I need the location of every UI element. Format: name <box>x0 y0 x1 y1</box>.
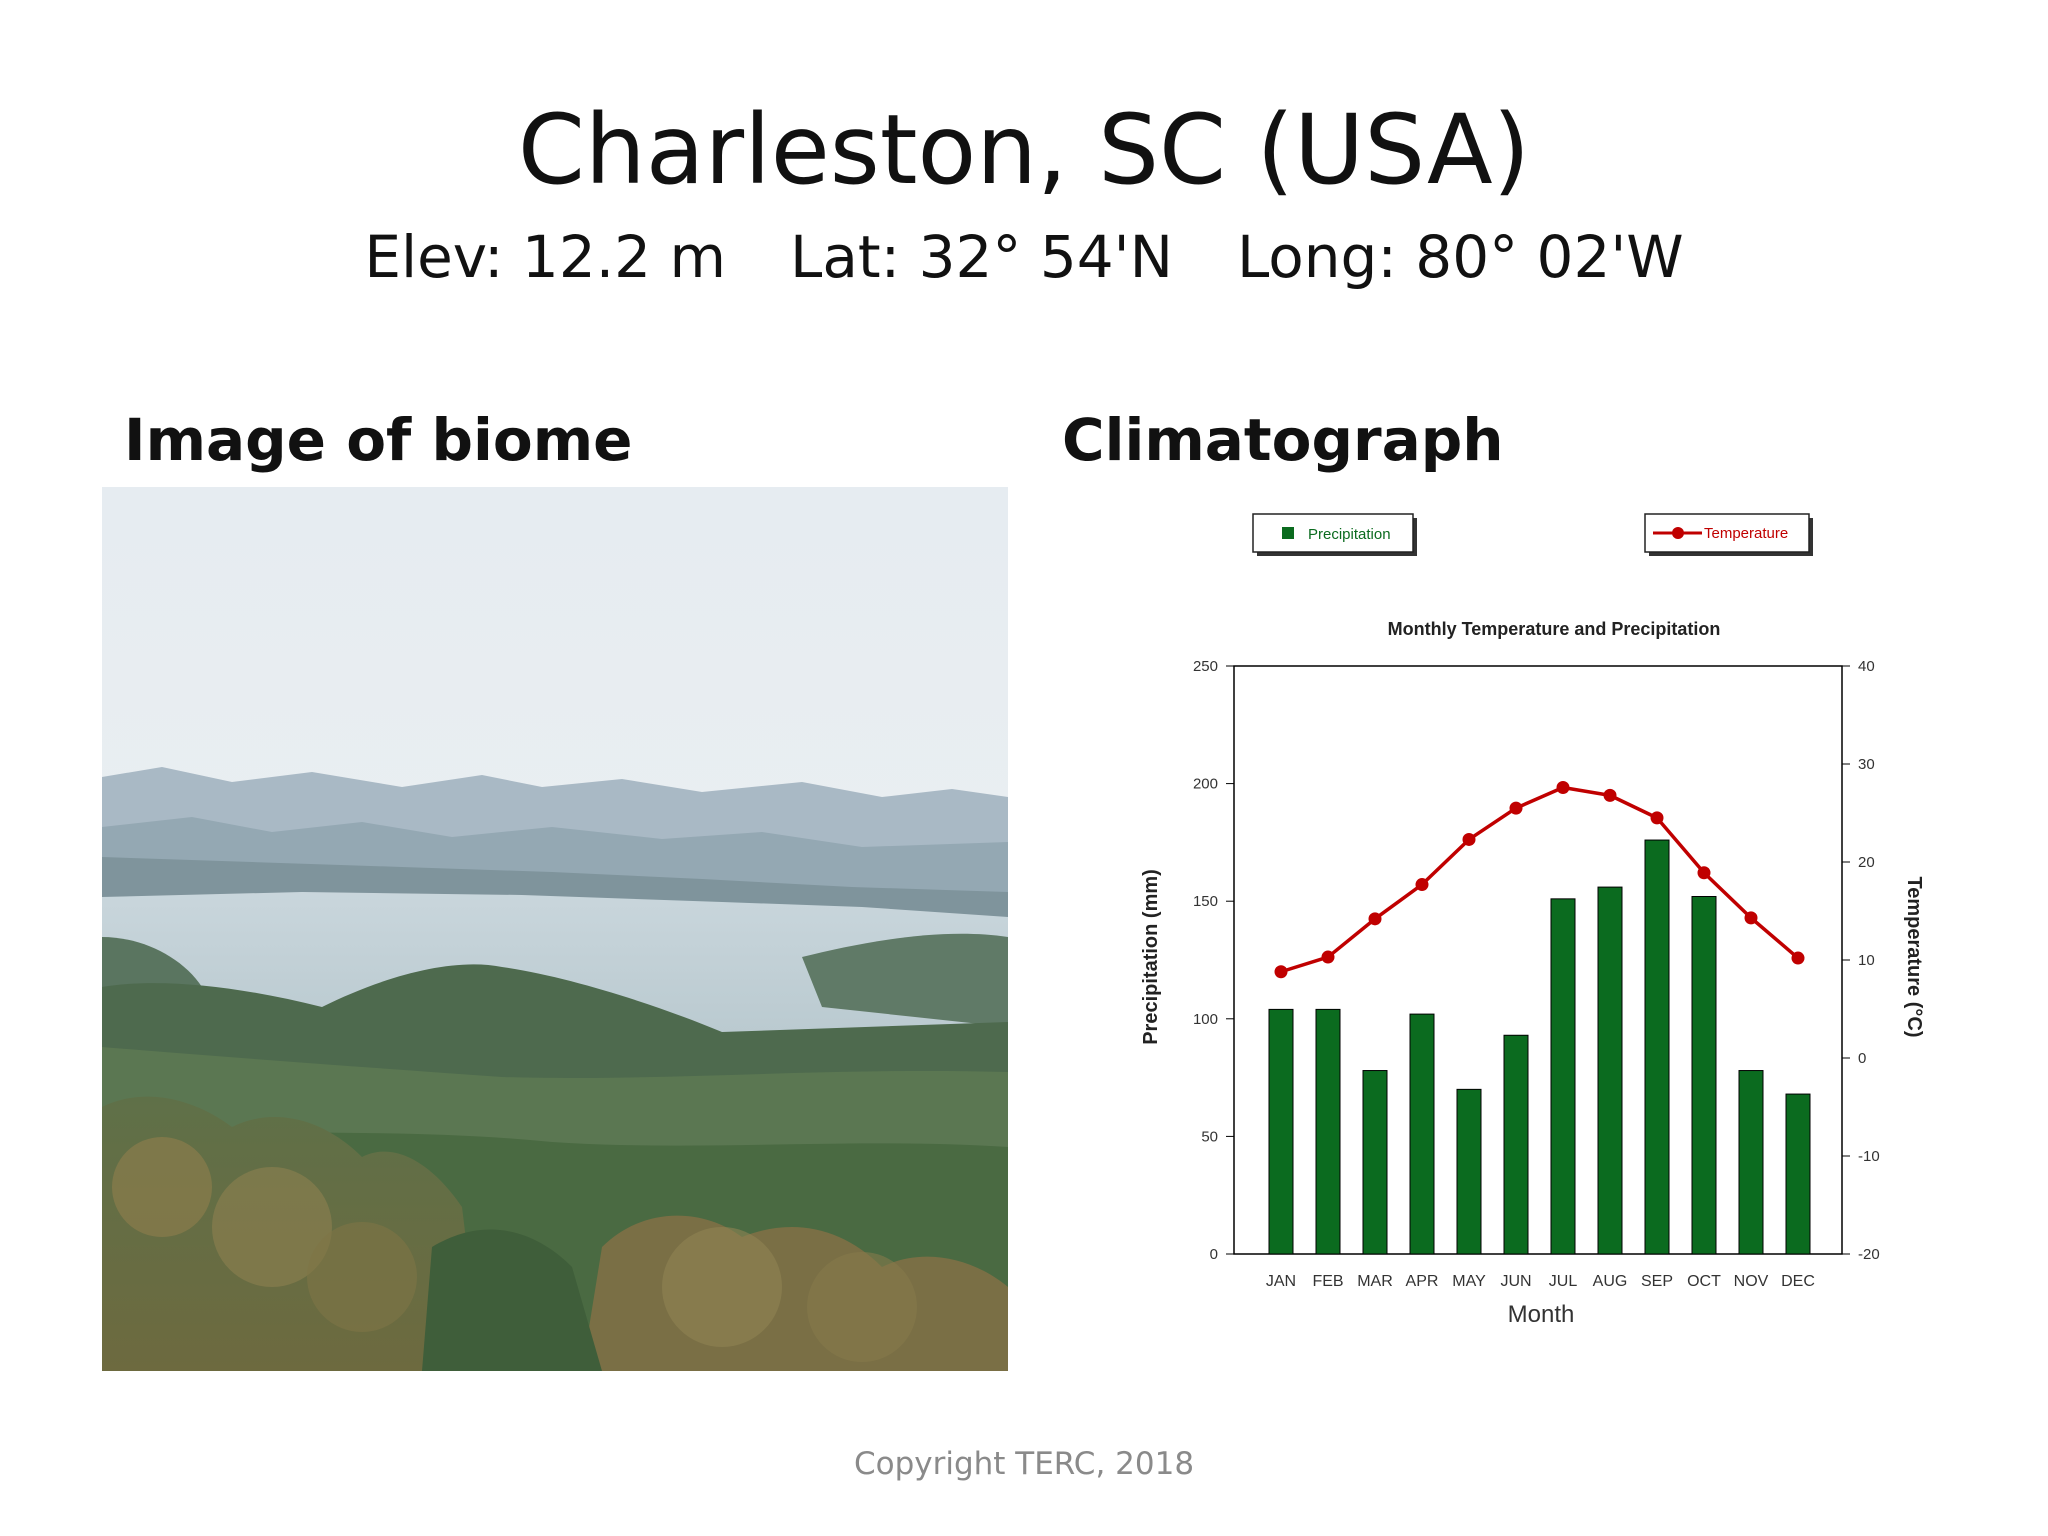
y2-tick-label: 40 <box>1858 658 1875 675</box>
x-tick-label: JUL <box>1549 1273 1578 1290</box>
longitude-text: Long: 80° 02'W <box>1236 223 1684 291</box>
y2-tick-label: -20 <box>1858 1246 1880 1263</box>
y2-tick-label: 20 <box>1858 854 1875 871</box>
temperature-point <box>1556 781 1570 795</box>
precipitation-bar <box>1268 1008 1294 1255</box>
plot-area: 0 50 100 150 200 250 -20 -10 0 10 20 30 40 JAN FEB MAR A… <box>1193 658 1880 1290</box>
x-tick-label: APR <box>1406 1273 1439 1290</box>
x-tick-label: AUG <box>1593 1273 1628 1290</box>
legend-temperature-label: Temperature <box>1704 525 1788 542</box>
temperature-point <box>1697 866 1711 880</box>
precipitation-bar <box>1456 1088 1482 1255</box>
x-axis-title: Month <box>1508 1301 1575 1328</box>
y-tick-label: 250 <box>1193 658 1218 675</box>
temperature-point <box>1321 950 1335 964</box>
temperature-point <box>1791 951 1805 965</box>
copyright-text: Copyright TERC, 2018 <box>853 1446 1195 1482</box>
location-info: Elev: 12.2 m Lat: 32° 54'N Long: 80° 02'W <box>0 222 2048 292</box>
x-tick-label: SEP <box>1641 1273 1673 1290</box>
legend-precipitation: Precipitation <box>1252 513 1417 556</box>
legend-temperature-marker <box>1672 527 1684 539</box>
biome-heading: Image of biome <box>124 406 633 474</box>
x-tick-label: DEC <box>1781 1273 1815 1290</box>
temperature-point <box>1462 832 1476 846</box>
x-tick-label: MAR <box>1357 1273 1393 1290</box>
y-tick-label: 200 <box>1193 776 1218 793</box>
legend-temperature: Temperature <box>1644 513 1813 556</box>
precipitation-bar <box>1315 1008 1341 1255</box>
y-tick-label: 150 <box>1193 893 1218 910</box>
temperature-point <box>1509 801 1523 815</box>
x-tick-label: OCT <box>1687 1273 1721 1290</box>
y-tick-label: 50 <box>1201 1128 1218 1145</box>
climatograph-svg: Precipitation Temperature Monthly Temper… <box>1140 513 1925 1328</box>
precipitation-bar <box>1738 1070 1764 1255</box>
latitude-text: Lat: 32° 54'N <box>790 223 1173 291</box>
y-tick-label: 0 <box>1210 1246 1218 1263</box>
y-tick-label: 100 <box>1193 1011 1218 1028</box>
y2-tick-label: 0 <box>1858 1050 1866 1067</box>
elevation-text: Elev: 12.2 m <box>364 223 727 291</box>
precipitation-bar <box>1550 898 1576 1255</box>
chart-title: Monthly Temperature and Precipitation <box>1388 619 1721 639</box>
precipitation-bar <box>1362 1070 1388 1255</box>
temperature-point <box>1274 965 1288 979</box>
biome-photo <box>102 487 1008 1371</box>
precipitation-bar <box>1644 839 1670 1255</box>
temperature-point <box>1744 911 1758 925</box>
y2-tick-label: 30 <box>1858 756 1875 773</box>
precipitation-bar <box>1409 1013 1435 1255</box>
legend-precipitation-swatch <box>1282 527 1294 539</box>
precipitation-bar <box>1503 1034 1529 1255</box>
x-tick-label: FEB <box>1312 1273 1343 1290</box>
temperature-point <box>1368 912 1382 926</box>
temperature-line <box>1280 785 1800 974</box>
x-tick-label: MAY <box>1452 1273 1486 1290</box>
climatograph-chart: Precipitation Temperature Monthly Temper… <box>1100 500 2000 1360</box>
y-axis-title: Precipitation (mm) <box>1140 869 1162 1045</box>
temperature-point <box>1650 811 1664 825</box>
slide-title: Charleston, SC (USA) <box>517 94 1531 206</box>
temperature-point <box>1603 788 1617 802</box>
x-tick-label: NOV <box>1734 1273 1769 1290</box>
temperature-point <box>1415 878 1429 892</box>
precipitation-bar <box>1691 895 1717 1255</box>
precipitation-bar <box>1785 1093 1811 1255</box>
y2-tick-label: -10 <box>1858 1148 1880 1165</box>
y2-tick-label: 10 <box>1858 952 1875 969</box>
precipitation-bar <box>1597 886 1623 1255</box>
legend-precipitation-label: Precipitation <box>1308 526 1391 543</box>
x-tick-label: JAN <box>1266 1273 1296 1290</box>
x-tick-label: JUN <box>1500 1273 1531 1290</box>
climatograph-heading: Climatograph <box>1062 406 1504 474</box>
y2-axis-title: Temperature (°C) <box>1903 877 1925 1038</box>
